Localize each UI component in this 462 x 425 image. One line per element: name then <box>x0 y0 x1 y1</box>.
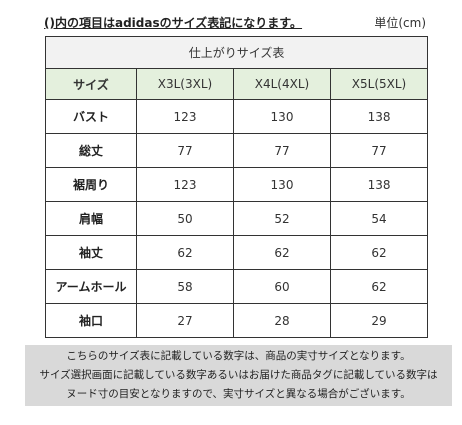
table-row-bust: バスト 123 130 138 <box>45 99 429 134</box>
row-label: バスト <box>45 99 137 134</box>
size-column-header: サイズ <box>45 68 137 100</box>
table-row-sleeve: 袖丈 62 62 62 <box>45 235 429 270</box>
table-cell: 77 <box>329 133 429 168</box>
table-cell: 130 <box>233 167 331 202</box>
table-cell: 138 <box>329 167 429 202</box>
row-label: 裾周り <box>45 167 137 202</box>
table-row-armhole: アームホール 58 60 62 <box>45 269 429 304</box>
table-caption: 仕上がりサイズ表 <box>44 36 429 69</box>
unit-label: 単位(cm) <box>374 16 426 30</box>
row-label: 肩幅 <box>45 201 137 236</box>
table-cell: 62 <box>329 235 429 270</box>
table-cell: 123 <box>136 167 234 202</box>
size-chart-table: 仕上がりサイズ表 サイズ X3L(3XL) X4L(4XL) X5L(5XL) … <box>44 36 429 338</box>
table-cell: 60 <box>233 269 331 304</box>
table-cell: 138 <box>329 99 429 134</box>
table-cell: 52 <box>233 201 331 236</box>
table-cell: 28 <box>233 303 331 338</box>
table-cell: 62 <box>136 235 234 270</box>
table-row-shoulder: 肩幅 50 52 54 <box>45 201 429 236</box>
disclaimer-line: こちらのサイズ表に記載している数字は、商品の実寸サイズとなります。 <box>66 350 411 362</box>
row-label: 袖丈 <box>45 235 137 270</box>
row-label: 袖口 <box>45 303 137 338</box>
size-notation-note: ()内の項目はadidasのサイズ表記になります。 <box>44 16 303 30</box>
measurement-disclaimer: こちらのサイズ表に記載している数字は、商品の実寸サイズとなります。 サイズ選択画… <box>25 345 452 406</box>
table-cell: 62 <box>329 269 429 304</box>
row-label: 総丈 <box>45 133 137 168</box>
table-header-row: サイズ X3L(3XL) X4L(4XL) X5L(5XL) <box>45 68 429 100</box>
table-cell: 62 <box>233 235 331 270</box>
table-row-cuff: 袖口 27 28 29 <box>45 303 429 338</box>
disclaimer-line: ヌード寸の目安となりますので、実寸サイズと異なる場合がございます。 <box>66 388 411 400</box>
table-cell: 27 <box>136 303 234 338</box>
column-header-4xl: X4L(4XL) <box>233 68 331 100</box>
table-row-hem: 裾周り 123 130 138 <box>45 167 429 202</box>
table-cell: 29 <box>329 303 429 338</box>
column-header-5xl: X5L(5XL) <box>329 68 429 100</box>
table-cell: 54 <box>329 201 429 236</box>
table-caption-row: 仕上がりサイズ表 <box>44 36 429 69</box>
table-cell: 50 <box>136 201 234 236</box>
row-label: アームホール <box>45 269 137 304</box>
table-cell: 130 <box>233 99 331 134</box>
column-header-3xl: X3L(3XL) <box>136 68 234 100</box>
table-cell: 123 <box>136 99 234 134</box>
disclaimer-line: サイズ選択画面に記載している数字あるいはお届けた商品タグに記載している数字は <box>39 369 438 381</box>
table-cell: 77 <box>233 133 331 168</box>
table-cell: 58 <box>136 269 234 304</box>
table-cell: 77 <box>136 133 234 168</box>
table-row-length: 総丈 77 77 77 <box>45 133 429 168</box>
